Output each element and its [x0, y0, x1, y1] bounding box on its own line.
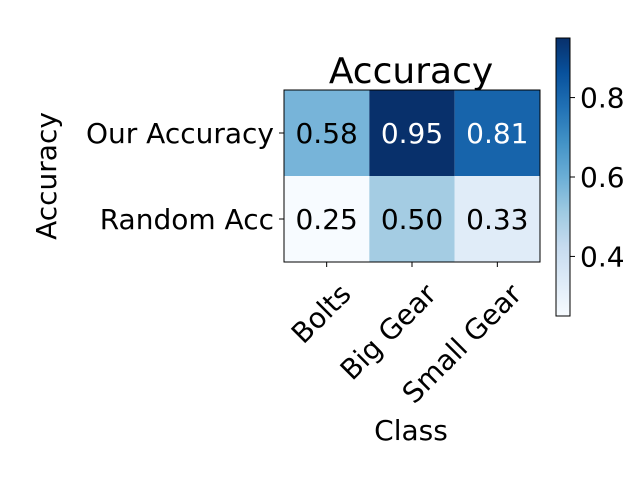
x-tick-label: Bolts — [285, 277, 358, 350]
colorbar-ticks: 0.4 0.6 0.8 — [570, 82, 625, 273]
heatmap-cells: 0.58 0.95 0.81 0.25 0.50 0.33 — [284, 90, 540, 262]
y-axis-label: Accuracy — [30, 112, 63, 240]
cell-value-label: 0.95 — [381, 117, 443, 150]
cell-value-label: 0.25 — [295, 203, 357, 236]
heatmap-cell — [369, 90, 455, 176]
cell-value-label: 0.33 — [466, 203, 528, 236]
colorbar-tick-label: 0.8 — [580, 82, 625, 115]
cell-value-label: 0.50 — [381, 203, 443, 236]
heatmap-cell — [454, 176, 540, 262]
heatmap-cell — [369, 176, 455, 262]
colorbar-tick-label: 0.4 — [580, 240, 625, 273]
y-tick-label: Our Accuracy — [86, 117, 274, 150]
heatmap-cell — [454, 90, 540, 176]
colorbar — [555, 37, 571, 317]
cell-value-label: 0.81 — [466, 117, 528, 150]
y-ticks: Our Accuracy Random Acc — [86, 117, 284, 236]
cell-value-label: 0.58 — [295, 117, 357, 150]
x-axis-label: Class — [374, 414, 448, 447]
y-tick-label: Random Acc — [100, 203, 274, 236]
colorbar-tick-label: 0.6 — [580, 161, 625, 194]
heatmap-cell — [284, 90, 370, 176]
heatmap-cell — [284, 176, 370, 262]
chart-title: Accuracy — [329, 51, 493, 92]
